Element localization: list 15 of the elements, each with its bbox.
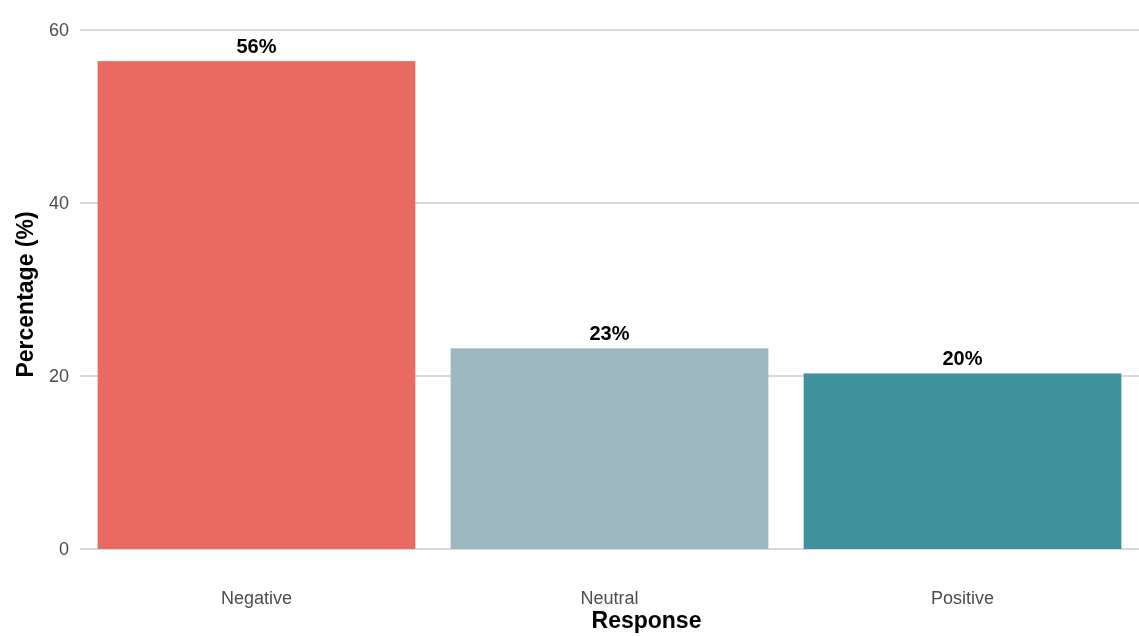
y-tick-label: 40 (48, 193, 69, 214)
x-axis-title: Response (591, 607, 702, 633)
y-tick-label: 0 (58, 539, 69, 560)
data-label: 56% (236, 35, 277, 58)
x-tick-label: Negative (220, 588, 293, 608)
data-label: 20% (942, 347, 983, 370)
data-label: 23% (589, 322, 630, 345)
bar (803, 373, 1122, 549)
y-tick-label: 60 (48, 20, 69, 41)
y-tick-label: 20 (48, 366, 69, 387)
y-axis-title: Percentage (%) (12, 211, 38, 378)
bar (450, 348, 769, 549)
x-tick-label: Neutral (580, 588, 639, 608)
bar (97, 61, 416, 549)
x-tick-label: Positive (930, 588, 995, 608)
